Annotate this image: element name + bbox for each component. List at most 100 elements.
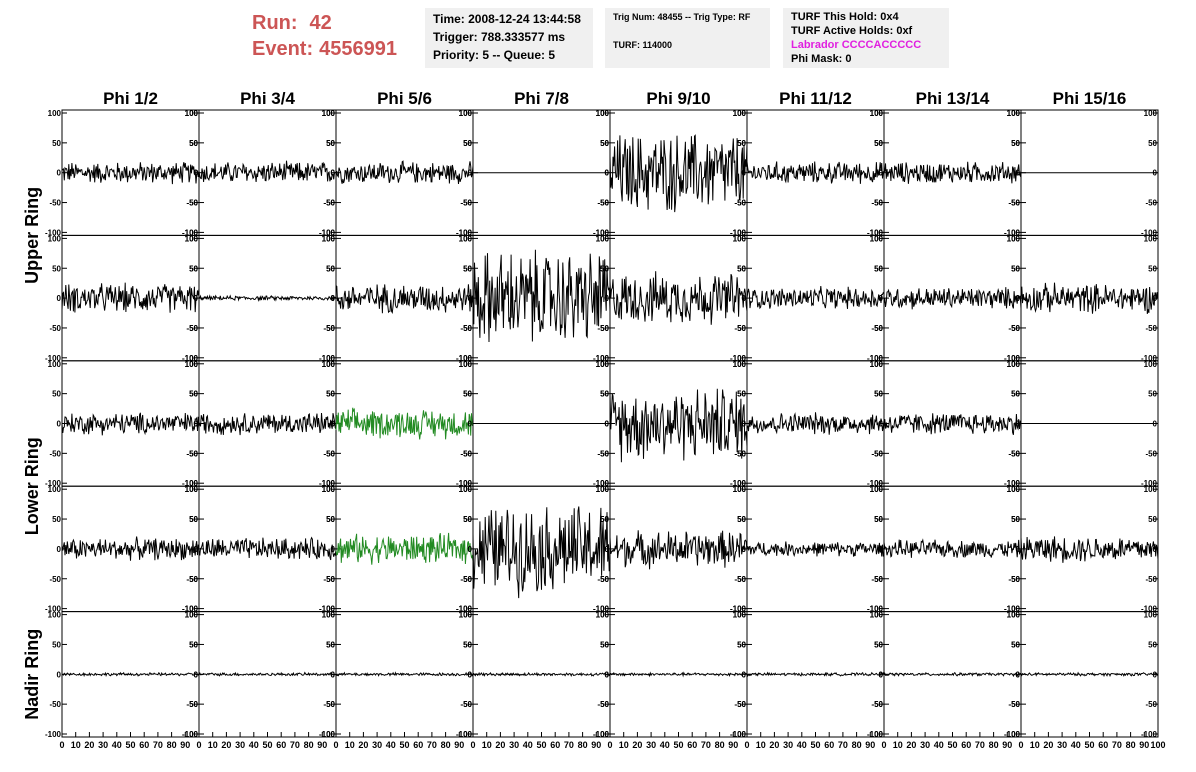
y-tick-label: 100 xyxy=(870,109,884,118)
y-tick-label: -50 xyxy=(49,575,61,584)
y-tick-label: 50 xyxy=(1148,390,1157,399)
y-tick-label: 0 xyxy=(331,169,336,178)
y-tick-label: -50 xyxy=(460,449,472,458)
y-tick-label: 50 xyxy=(600,515,609,524)
y-tick-label: 100 xyxy=(733,485,747,494)
waveform-trace xyxy=(61,282,200,313)
x-tick-label: 30 xyxy=(98,740,108,750)
column-title: Phi 11/12 xyxy=(779,89,852,108)
y-tick-label: 100 xyxy=(596,360,610,369)
y-tick-label: 50 xyxy=(1011,264,1020,273)
waveform-trace xyxy=(198,536,337,561)
y-tick-label: 50 xyxy=(1011,515,1020,524)
trig-num-text: Trig Num: 48455 -- Trig Type: RF xyxy=(613,12,751,22)
x-tick-label: 90 xyxy=(865,740,875,750)
x-tick-label: 80 xyxy=(852,740,862,750)
y-tick-label: -50 xyxy=(460,449,472,458)
x-tick-label: 60 xyxy=(961,740,971,750)
x-tick-label: 40 xyxy=(1071,740,1081,750)
x-tick-label: 70 xyxy=(290,740,300,750)
y-tick-label: 100 xyxy=(733,611,747,620)
y-tick-label: 50 xyxy=(326,139,335,148)
y-tick-label: -100 xyxy=(1004,228,1021,237)
waveform-trace xyxy=(746,671,885,677)
y-tick-label: -100 xyxy=(45,228,62,237)
y-tick-label: 100 xyxy=(596,611,610,620)
y-tick-label: 0 xyxy=(742,420,747,429)
y-tick-label: -50 xyxy=(597,700,609,709)
y-tick-label: -100 xyxy=(730,228,747,237)
y-tick-label: 50 xyxy=(874,390,883,399)
y-tick-label: -100 xyxy=(730,730,747,739)
y-tick-label: -50 xyxy=(186,324,198,333)
waveform-trace xyxy=(335,671,474,677)
x-tick-label: 30 xyxy=(1057,740,1067,750)
y-tick-label: 100 xyxy=(870,234,884,243)
x-tick-label: 60 xyxy=(1098,740,1108,750)
x-tick-label: 10 xyxy=(71,740,81,750)
y-tick-label: -50 xyxy=(49,324,61,333)
y-tick-label: -50 xyxy=(1008,700,1020,709)
y-tick-label: -100 xyxy=(1004,479,1021,488)
y-tick-label: 0 xyxy=(331,545,336,554)
x-tick-label: 80 xyxy=(578,740,588,750)
x-tick-label: 90 xyxy=(454,740,464,750)
x-tick-label: 30 xyxy=(372,740,382,750)
y-tick-label: -100 xyxy=(182,730,199,739)
y-tick-label: 100 xyxy=(459,485,473,494)
y-tick-label: -50 xyxy=(186,575,198,584)
y-tick-label: -100 xyxy=(182,479,199,488)
y-tick-label: 100 xyxy=(1007,611,1021,620)
panel-frame xyxy=(609,360,748,487)
y-tick-label: -50 xyxy=(871,324,883,333)
y-tick-label: 100 xyxy=(1007,109,1021,118)
x-tick-label: 40 xyxy=(249,740,259,750)
y-tick-label: -50 xyxy=(460,324,472,333)
y-tick-label: 100 xyxy=(596,485,610,494)
y-tick-label: 50 xyxy=(1011,640,1020,649)
x-tick-label: 80 xyxy=(441,740,451,750)
y-tick-label: 50 xyxy=(52,640,61,649)
y-tick-label: -100 xyxy=(456,605,473,614)
y-tick-label: 100 xyxy=(459,360,473,369)
waveform-trace xyxy=(609,388,748,463)
y-tick-label: 0 xyxy=(331,420,336,429)
y-tick-label: -100 xyxy=(1004,730,1021,739)
x-tick-label: 30 xyxy=(783,740,793,750)
turf-active-holds: TURF Active Holds: 0xf xyxy=(791,25,913,37)
y-tick-label: -50 xyxy=(323,199,335,208)
y-tick-label: -50 xyxy=(49,199,61,208)
column-title: Phi 15/16 xyxy=(1053,89,1127,108)
y-tick-label: -100 xyxy=(1004,354,1021,363)
y-tick-label: 0 xyxy=(742,294,747,303)
x-tick-label: 90 xyxy=(728,740,738,750)
y-tick-label: 0 xyxy=(1016,670,1021,679)
y-tick-label: -50 xyxy=(597,449,609,458)
y-tick-label: 50 xyxy=(874,515,883,524)
waveform-trace xyxy=(883,161,1022,184)
y-tick-label: 50 xyxy=(326,515,335,524)
y-tick-label: -50 xyxy=(597,199,609,208)
y-tick-label: -50 xyxy=(323,700,335,709)
waveform-trace xyxy=(472,506,611,599)
x-tick-label: 40 xyxy=(934,740,944,750)
y-tick-label: 0 xyxy=(468,670,473,679)
y-tick-label: -50 xyxy=(871,199,883,208)
y-tick-label: -100 xyxy=(593,228,610,237)
y-tick-label: -100 xyxy=(730,479,747,488)
y-tick-label: -50 xyxy=(871,575,883,584)
y-tick-label: -100 xyxy=(182,479,199,488)
y-tick-label: 100 xyxy=(1007,360,1021,369)
x-tick-label: 30 xyxy=(920,740,930,750)
y-tick-label: 100 xyxy=(185,611,199,620)
y-tick-label: 100 xyxy=(185,485,199,494)
y-tick-label: -50 xyxy=(734,324,746,333)
y-tick-label: 0 xyxy=(1016,169,1021,178)
y-tick-label: -50 xyxy=(871,324,883,333)
x-tick-label: 80 xyxy=(167,740,177,750)
x-tick-label: 70 xyxy=(1112,740,1122,750)
y-tick-label: 100 xyxy=(322,485,336,494)
y-tick-label: 100 xyxy=(322,234,336,243)
x-tick-label: 70 xyxy=(701,740,711,750)
waveform-trace xyxy=(1020,671,1159,678)
